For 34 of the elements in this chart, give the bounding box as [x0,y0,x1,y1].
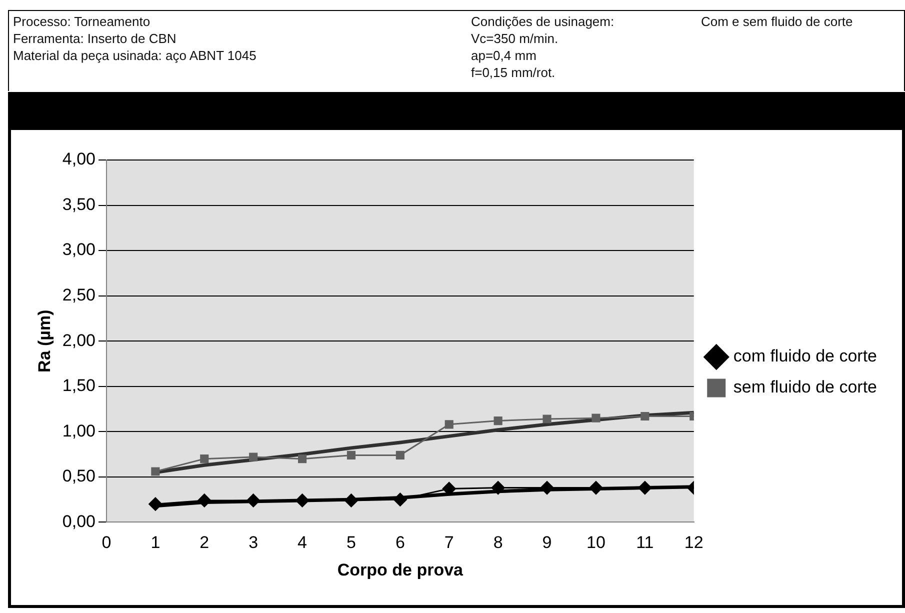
y-tick-label: 0,00 [62,512,96,531]
text: Processo: Torneamento [13,13,152,30]
y-tick-label: 0,50 [62,466,96,486]
x-tick-label: 2 [200,533,210,552]
x-tick-label: 6 [395,533,405,552]
x-tick-label: 9 [542,533,552,552]
text: f=0,15 mm/rot. [471,64,556,81]
text: ap=0,4 mm [471,47,538,64]
text: Ferramenta: Inserto de CBN [13,30,178,47]
x-tick-label: 1 [150,533,160,552]
x-tick-label: 3 [248,533,258,552]
x-tick-label: 4 [298,533,308,552]
y-tick-label: 3,50 [62,194,96,214]
x-tick-label: 10 [586,533,606,552]
text: Condições de usinagem: [471,13,614,30]
x-tick-label: 7 [444,533,454,552]
y-axis-title: Ra (µm) [34,310,54,372]
x-axis-title: Corpo de prova [337,560,464,580]
x-tick-label: 5 [346,533,356,552]
x-tick-label: 0 [102,533,112,552]
y-tick-label: 2,00 [62,330,96,350]
y-tick-label: 4,00 [62,150,96,169]
legend-label: com fluido de corte [733,346,878,366]
text: Com e sem fluido de corte [701,13,853,30]
text: Material da peça usinada: aço ABNT 1045 [13,47,256,64]
text: Vc=350 m/min. [471,30,560,47]
y-tick-label: 1,50 [62,376,96,396]
y-tick-label: 2,50 [62,286,96,305]
y-tick-label: 3,00 [62,240,96,260]
y-tick-label: 1,00 [62,421,96,440]
legend-label: sem fluido de corte [733,378,878,397]
x-tick-label: 11 [636,533,654,552]
x-tick-label: 8 [493,533,503,552]
x-tick-label: 12 [684,533,704,552]
